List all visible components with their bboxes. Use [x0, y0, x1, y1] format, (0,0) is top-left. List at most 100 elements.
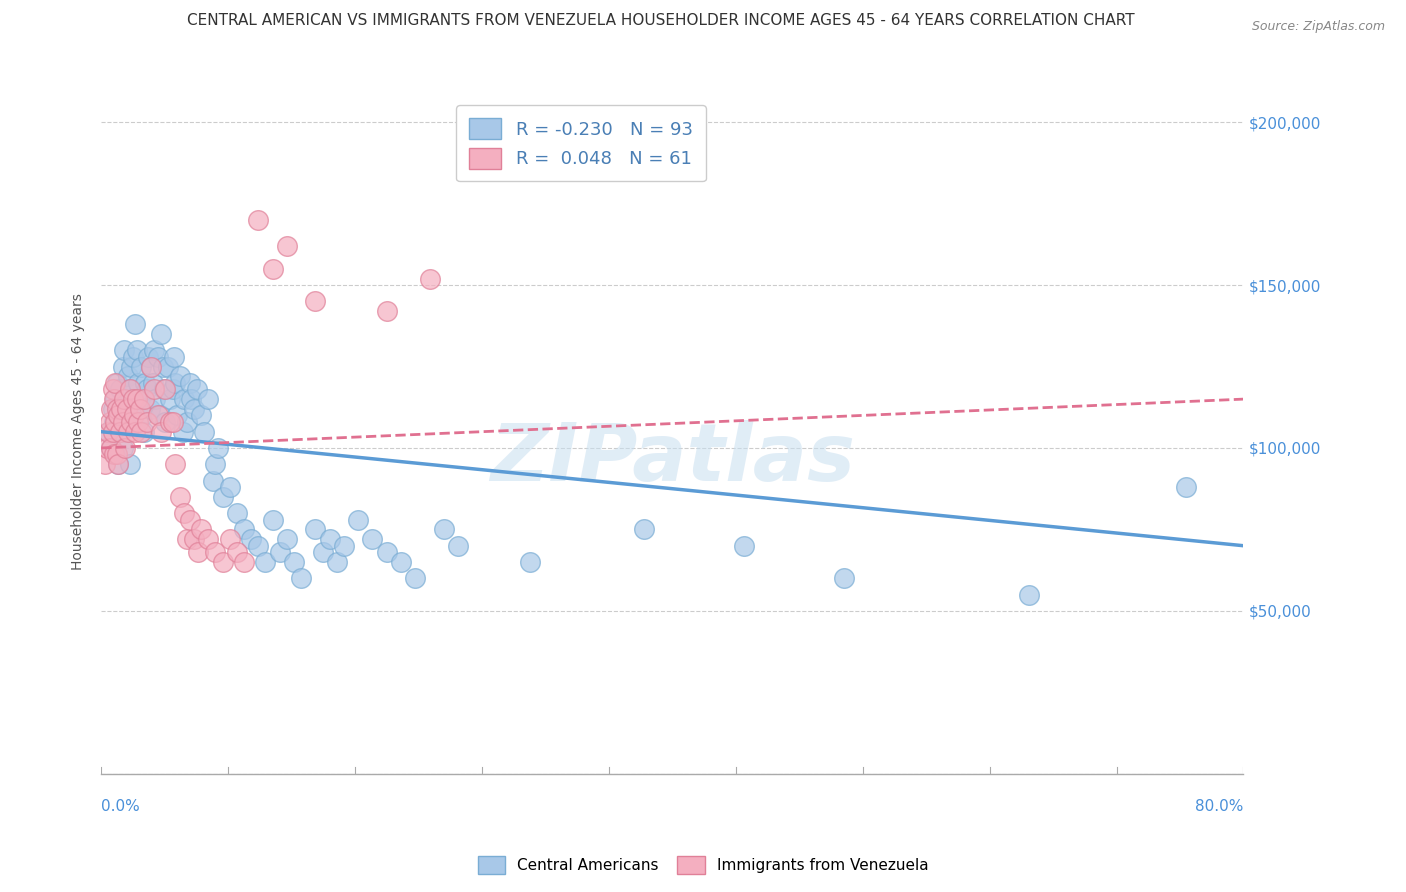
Point	[361, 532, 384, 546]
Point	[1018, 588, 1040, 602]
Point	[447, 539, 470, 553]
Point	[125, 343, 148, 358]
Point	[117, 369, 139, 384]
Point	[124, 317, 146, 331]
Point	[165, 376, 187, 390]
Point	[114, 415, 136, 429]
Point	[110, 401, 132, 416]
Legend: Central Americans, Immigrants from Venezuela: Central Americans, Immigrants from Venez…	[471, 850, 935, 880]
Point	[97, 425, 120, 439]
Point	[142, 376, 165, 390]
Point	[100, 401, 122, 416]
Point	[389, 555, 412, 569]
Point	[107, 409, 129, 423]
Text: 0.0%: 0.0%	[101, 799, 141, 814]
Point	[733, 539, 755, 553]
Point	[187, 545, 209, 559]
Point	[176, 532, 198, 546]
Point	[333, 539, 356, 553]
Point	[94, 457, 117, 471]
Point	[197, 392, 219, 406]
Point	[131, 409, 153, 423]
Point	[375, 304, 398, 318]
Point	[101, 401, 124, 416]
Point	[304, 523, 326, 537]
Point	[155, 415, 177, 429]
Point	[135, 382, 157, 396]
Point	[157, 359, 180, 374]
Point	[134, 376, 156, 390]
Point	[121, 350, 143, 364]
Point	[262, 261, 284, 276]
Point	[262, 513, 284, 527]
Point	[118, 382, 141, 396]
Point	[304, 294, 326, 309]
Point	[105, 376, 128, 390]
Point	[118, 457, 141, 471]
Point	[96, 441, 118, 455]
Point	[254, 555, 277, 569]
Point	[173, 506, 195, 520]
Point	[832, 571, 855, 585]
Point	[218, 480, 240, 494]
Point	[100, 441, 122, 455]
Point	[141, 359, 163, 374]
Point	[419, 271, 441, 285]
Point	[122, 409, 145, 423]
Point	[104, 376, 127, 390]
Point	[143, 343, 166, 358]
Point	[225, 545, 247, 559]
Point	[101, 425, 124, 439]
Point	[225, 506, 247, 520]
Point	[103, 415, 125, 429]
Point	[207, 441, 229, 455]
Point	[166, 409, 188, 423]
Point	[143, 382, 166, 396]
Point	[169, 369, 191, 384]
Point	[159, 415, 181, 429]
Point	[145, 392, 167, 406]
Point	[112, 343, 135, 358]
Point	[633, 523, 655, 537]
Point	[108, 425, 131, 439]
Point	[136, 350, 159, 364]
Point	[269, 545, 291, 559]
Point	[135, 415, 157, 429]
Point	[152, 359, 174, 374]
Point	[128, 392, 150, 406]
Point	[111, 415, 134, 429]
Point	[290, 571, 312, 585]
Point	[107, 409, 129, 423]
Point	[197, 532, 219, 546]
Point	[125, 392, 148, 406]
Point	[120, 359, 142, 374]
Point	[155, 382, 177, 396]
Point	[115, 401, 138, 416]
Y-axis label: Householder Income Ages 45 - 64 years: Householder Income Ages 45 - 64 years	[72, 293, 86, 570]
Point	[172, 425, 194, 439]
Point	[169, 490, 191, 504]
Point	[112, 392, 135, 406]
Point	[105, 401, 128, 416]
Point	[120, 415, 142, 429]
Text: 80.0%: 80.0%	[1195, 799, 1243, 814]
Point	[150, 326, 173, 341]
Point	[326, 555, 349, 569]
Point	[98, 415, 121, 429]
Point	[111, 359, 134, 374]
Point	[118, 382, 141, 396]
Point	[149, 409, 172, 423]
Legend: R = -0.230   N = 93, R =  0.048   N = 61: R = -0.230 N = 93, R = 0.048 N = 61	[457, 105, 706, 181]
Point	[247, 213, 270, 227]
Point	[276, 239, 298, 253]
Point	[132, 392, 155, 406]
Point	[519, 555, 541, 569]
Point	[433, 523, 456, 537]
Point	[276, 532, 298, 546]
Point	[132, 425, 155, 439]
Point	[211, 490, 233, 504]
Point	[183, 532, 205, 546]
Point	[283, 555, 305, 569]
Point	[100, 441, 122, 455]
Point	[165, 457, 187, 471]
